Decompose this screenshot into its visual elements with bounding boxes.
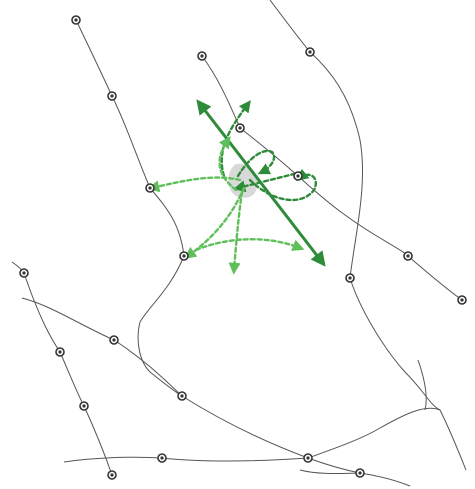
node-marker-core bbox=[74, 18, 78, 22]
node-marker-core bbox=[110, 473, 114, 477]
node-marker-core bbox=[406, 254, 410, 258]
node-marker-core bbox=[296, 174, 300, 178]
curve-path bbox=[417, 359, 427, 411]
node-marker-core bbox=[22, 271, 26, 275]
right-loop-arrow bbox=[248, 168, 317, 202]
node-marker-core bbox=[160, 456, 164, 460]
node-marker-core bbox=[182, 254, 186, 258]
left-loop-arrow bbox=[218, 136, 238, 192]
left-arc-arrow bbox=[147, 176, 242, 193]
node-group bbox=[19, 15, 467, 480]
node-marker-core bbox=[308, 50, 312, 54]
curve-path bbox=[11, 261, 113, 476]
node-marker-core bbox=[110, 94, 114, 98]
node-marker-core bbox=[148, 186, 152, 190]
node-marker-core bbox=[348, 276, 352, 280]
curve-path bbox=[269, 0, 441, 411]
node-marker-core bbox=[306, 456, 310, 460]
node-marker-core bbox=[460, 298, 464, 302]
curve-path bbox=[21, 297, 411, 487]
upper-right-arc-arrow bbox=[236, 149, 276, 178]
curve-group bbox=[11, 0, 467, 487]
curve-path bbox=[299, 469, 361, 475]
right-lower-arc-arrow bbox=[194, 238, 305, 252]
left-lower-arc-arrow bbox=[184, 186, 246, 259]
node-marker-core bbox=[180, 394, 184, 398]
node-marker-core bbox=[238, 126, 242, 130]
node-marker-core bbox=[358, 471, 362, 475]
node-marker-core bbox=[200, 54, 204, 58]
curve-path bbox=[307, 407, 467, 471]
node-marker-core bbox=[82, 404, 86, 408]
node-marker-core bbox=[112, 338, 116, 342]
curve-path bbox=[63, 456, 309, 463]
curve-path bbox=[75, 19, 185, 397]
bottom-arc-arrow bbox=[228, 190, 244, 275]
node-marker-core bbox=[58, 350, 62, 354]
counter-diagonal-arrow bbox=[233, 170, 304, 193]
arrow-group bbox=[147, 99, 326, 275]
